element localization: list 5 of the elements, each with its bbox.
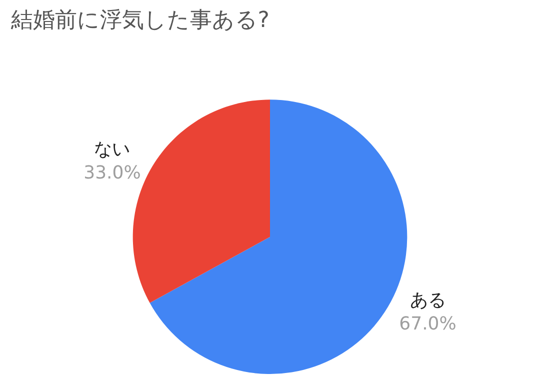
chart-title: 結婚前に浮気した事ある? <box>10 8 270 33</box>
data-label: 33.0% <box>84 162 141 184</box>
data-label: 67.0% <box>399 314 456 335</box>
slice-label: ある <box>410 290 446 312</box>
slice-label: ない <box>94 139 130 160</box>
